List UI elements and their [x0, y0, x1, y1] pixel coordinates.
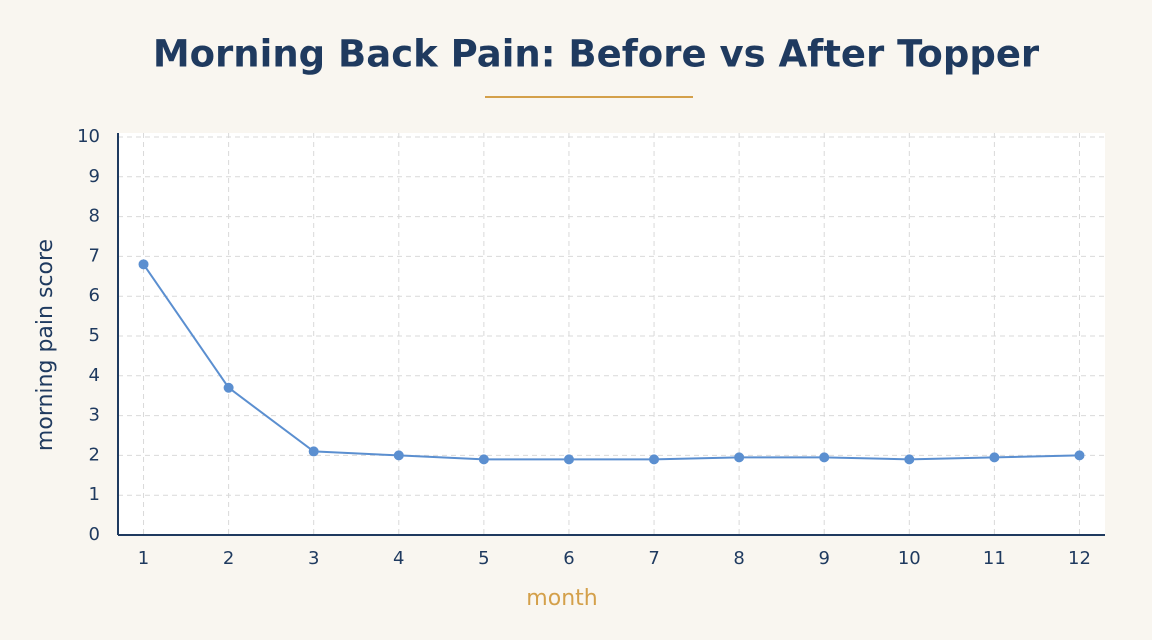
plot-area: [118, 133, 1105, 535]
x-tick-label: 12: [1068, 548, 1091, 569]
y-tick-label: 5: [89, 325, 100, 346]
point: [478, 454, 489, 465]
chart-title: Morning Back Pain: Before vs After Toppe…: [153, 33, 1040, 76]
x-tick-label: 10: [898, 548, 921, 569]
grid: [118, 133, 1105, 536]
y-tick-label: 9: [89, 166, 100, 187]
y-tick-label: 1: [89, 484, 100, 505]
point: [563, 454, 574, 465]
y-tick-label: 3: [89, 405, 100, 426]
x-tick-label: 9: [818, 548, 829, 569]
x-tick-label: 8: [733, 548, 744, 569]
x-tick-label: 6: [563, 548, 574, 569]
y-tick-label: 2: [89, 444, 100, 465]
x-tick-label: 1: [138, 548, 149, 569]
y-tick-label: 7: [89, 245, 100, 266]
point: [223, 382, 234, 393]
y-axis-label: morning pain score: [33, 239, 58, 451]
point: [734, 452, 745, 463]
y-tick-label: 0: [89, 524, 100, 545]
x-tick-label: 2: [223, 548, 234, 569]
point: [308, 446, 319, 457]
point: [138, 259, 149, 270]
x-tick-label: 3: [308, 548, 319, 569]
y-tick-label: 8: [89, 206, 100, 227]
y-tick-label: 10: [77, 126, 100, 147]
point: [904, 454, 915, 465]
y-tick-label: 4: [89, 365, 100, 386]
point: [393, 450, 404, 461]
x-axis-label: month: [526, 586, 597, 611]
point: [989, 452, 1000, 463]
y-tick-label: 6: [89, 285, 100, 306]
line: [142, 263, 1080, 461]
point: [819, 452, 830, 463]
x-tick-label: 4: [393, 548, 404, 569]
point: [649, 454, 660, 465]
x-tick-label: 11: [983, 548, 1006, 569]
x-tick-label: 5: [478, 548, 489, 569]
point: [1074, 450, 1085, 461]
x-tick-label: 7: [648, 548, 659, 569]
